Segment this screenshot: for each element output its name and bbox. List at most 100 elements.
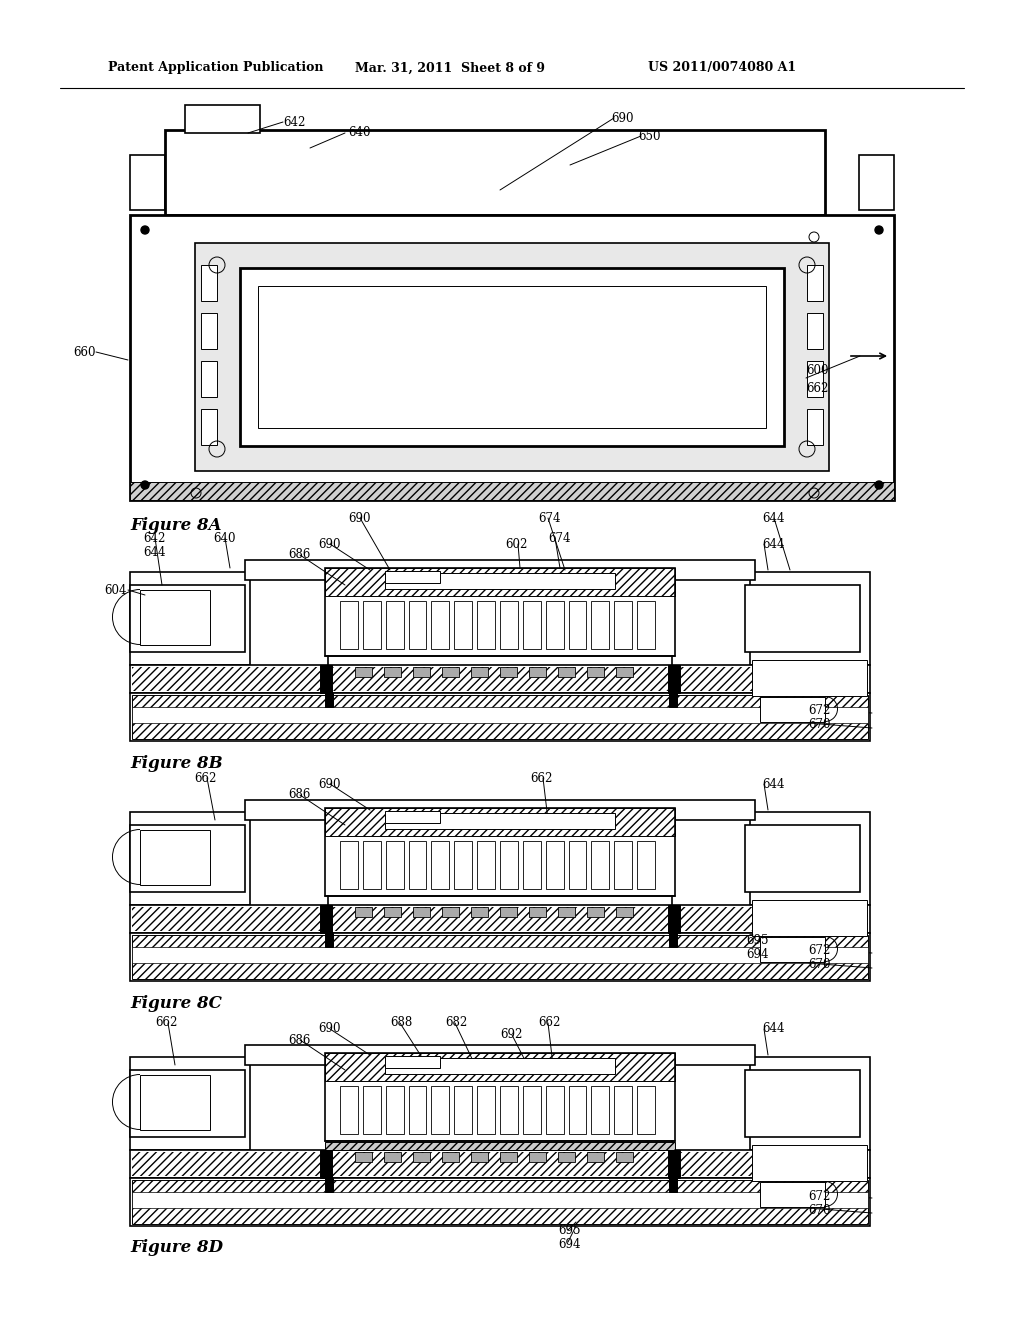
Bar	[558, 907, 575, 917]
Text: 688: 688	[390, 1016, 413, 1030]
Bar	[195, 243, 829, 471]
Bar	[752, 1144, 867, 1181]
Text: 644: 644	[762, 537, 784, 550]
Bar	[140, 830, 210, 884]
Text: 686: 686	[288, 788, 310, 801]
Bar	[319, 1150, 332, 1177]
Bar	[752, 900, 867, 936]
Bar	[140, 590, 210, 645]
Bar	[523, 601, 541, 649]
Text: 640: 640	[348, 127, 371, 140]
Bar	[409, 601, 426, 649]
Bar	[201, 265, 217, 301]
Bar	[240, 268, 784, 446]
Bar	[130, 812, 250, 906]
Bar	[201, 409, 217, 445]
Text: 686: 686	[288, 549, 310, 561]
Text: 690: 690	[318, 777, 341, 791]
Bar	[130, 1177, 870, 1226]
Bar	[385, 1056, 440, 1068]
Bar	[669, 693, 677, 708]
Text: 694: 694	[746, 949, 768, 961]
Text: US 2011/0074080 A1: US 2011/0074080 A1	[648, 62, 796, 74]
Bar	[523, 841, 541, 888]
Bar	[130, 585, 245, 652]
Bar	[325, 933, 333, 946]
Bar	[130, 1071, 245, 1137]
Bar	[750, 572, 870, 665]
Text: 686: 686	[288, 1034, 310, 1047]
Circle shape	[141, 226, 150, 234]
Bar	[745, 585, 860, 652]
Bar	[130, 572, 250, 665]
Bar	[568, 841, 587, 888]
Bar	[325, 808, 675, 896]
Bar	[355, 1152, 373, 1162]
Bar	[477, 1086, 495, 1134]
Bar	[132, 946, 868, 964]
Text: 692: 692	[500, 1028, 522, 1041]
Bar	[340, 841, 357, 888]
Text: 644: 644	[762, 1023, 784, 1035]
Bar	[132, 935, 868, 979]
Bar	[132, 1152, 868, 1176]
Bar	[592, 601, 609, 649]
Bar	[637, 841, 655, 888]
Text: 662: 662	[155, 1016, 177, 1030]
Text: 644: 644	[762, 777, 784, 791]
Bar	[325, 568, 675, 597]
Bar	[385, 813, 615, 829]
Bar	[132, 935, 868, 979]
Text: 660: 660	[74, 346, 96, 359]
Text: 662: 662	[806, 381, 828, 395]
Bar	[558, 1152, 575, 1162]
Bar	[245, 560, 755, 579]
Text: 670: 670	[808, 958, 830, 972]
Text: 695: 695	[746, 935, 768, 948]
Text: Mar. 31, 2011  Sheet 8 of 9: Mar. 31, 2011 Sheet 8 of 9	[355, 62, 545, 74]
Circle shape	[874, 226, 883, 234]
Bar	[807, 360, 823, 397]
Bar	[669, 1177, 677, 1192]
Bar	[340, 601, 357, 649]
Bar	[500, 907, 517, 917]
Bar	[132, 696, 868, 739]
Bar	[325, 1142, 675, 1150]
Bar	[201, 313, 217, 348]
Bar	[616, 1152, 634, 1162]
Text: Figure 8A: Figure 8A	[130, 516, 221, 533]
Text: 672: 672	[808, 945, 830, 957]
Bar	[130, 1057, 250, 1150]
Bar	[431, 1086, 450, 1134]
Bar	[258, 286, 766, 428]
Bar	[130, 906, 870, 933]
Bar	[750, 1057, 870, 1150]
Text: Figure 8D: Figure 8D	[130, 1239, 223, 1257]
Text: 662: 662	[194, 771, 216, 784]
Bar	[500, 1152, 517, 1162]
Bar	[386, 841, 403, 888]
Bar	[140, 1074, 210, 1130]
Bar	[616, 667, 634, 677]
Bar	[325, 1142, 675, 1150]
Text: Figure 8B: Figure 8B	[130, 755, 222, 771]
Bar	[568, 1086, 587, 1134]
Bar	[130, 825, 245, 892]
Bar	[637, 601, 655, 649]
Bar	[455, 841, 472, 888]
Bar	[668, 906, 680, 933]
Bar	[500, 667, 517, 677]
Bar	[807, 313, 823, 348]
Bar	[568, 601, 587, 649]
Bar	[409, 1086, 426, 1134]
Bar	[130, 215, 894, 500]
Bar	[130, 154, 165, 210]
Bar	[807, 265, 823, 301]
Text: 644: 644	[143, 545, 166, 558]
Text: 604: 604	[104, 583, 127, 597]
Bar	[587, 1152, 604, 1162]
Bar	[558, 667, 575, 677]
Bar	[668, 665, 680, 693]
Bar	[340, 1086, 357, 1134]
Bar	[413, 667, 430, 677]
